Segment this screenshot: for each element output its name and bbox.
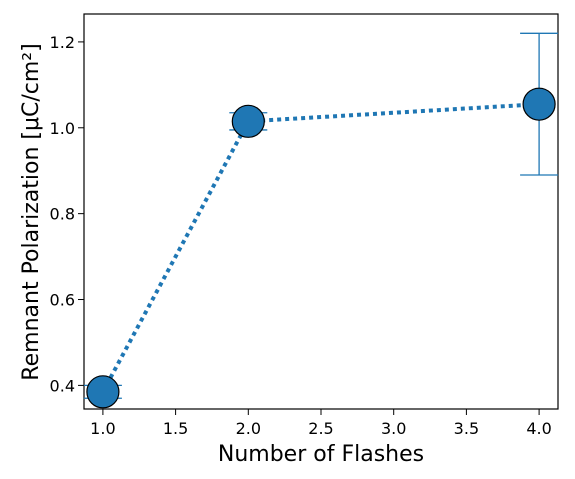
x-tick-label: 3.5 xyxy=(454,419,479,438)
x-tick-label: 1.0 xyxy=(90,419,115,438)
data-point xyxy=(86,375,120,409)
x-tick-label: 4.0 xyxy=(526,419,551,438)
data-point xyxy=(231,104,265,138)
y-tick-label: 1.2 xyxy=(50,33,75,52)
series-line xyxy=(101,102,540,393)
y-axis-ticks: 0.4 0.6 0.8 1.0 1.2 xyxy=(50,33,84,395)
data-point xyxy=(522,87,556,121)
y-axis-label: Remnant Polarization [μC/cm²] xyxy=(19,43,44,380)
x-axis-ticks: 1.0 1.5 2.0 2.5 3.0 3.5 4.0 xyxy=(90,409,552,438)
x-tick-label: 1.5 xyxy=(163,419,188,438)
y-tick-label: 0.4 xyxy=(50,376,75,395)
x-tick-label: 2.0 xyxy=(236,419,261,438)
x-axis-label: Number of Flashes xyxy=(218,442,424,467)
y-tick-label: 0.6 xyxy=(50,291,75,310)
data-layer xyxy=(83,32,559,409)
plot-frame xyxy=(83,13,559,410)
y-tick-label: 0.8 xyxy=(50,205,75,224)
x-tick-label: 2.5 xyxy=(308,419,333,438)
x-tick-label: 3.0 xyxy=(381,419,406,438)
y-tick-label: 1.0 xyxy=(50,119,75,138)
